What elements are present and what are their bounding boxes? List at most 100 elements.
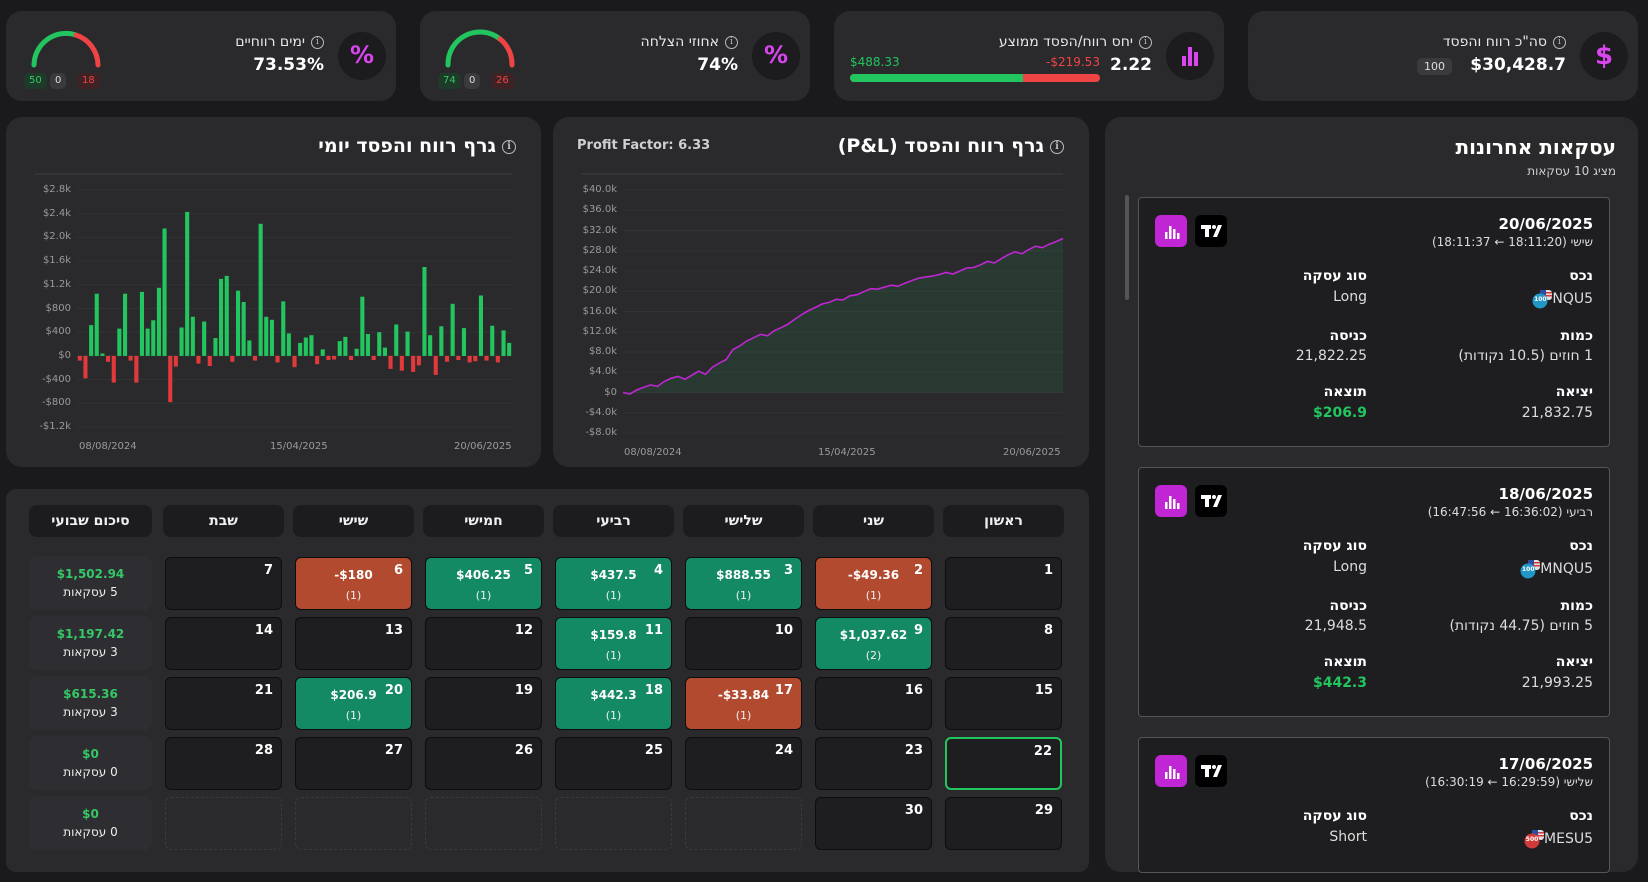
trade-card[interactable]: 18/06/2025 רביעי (16:36:02 ← 16:47:56) נכס… <box>1138 467 1610 717</box>
profit-bar[interactable] <box>501 330 506 356</box>
calendar-day[interactable]: 29 <box>945 797 1062 850</box>
loss-bar[interactable] <box>399 355 404 371</box>
profit-bar[interactable] <box>213 338 218 356</box>
profit-bar[interactable] <box>298 342 303 356</box>
calendar-day[interactable]: 23 <box>815 737 932 790</box>
profit-bar[interactable] <box>303 337 308 356</box>
calendar-day[interactable]: 13 <box>295 617 412 670</box>
calendar-day[interactable]: 6 -$180 (1) <box>295 557 412 610</box>
calendar-day[interactable]: 25 <box>555 737 672 790</box>
loss-bar[interactable] <box>106 355 111 362</box>
loss-bar[interactable] <box>411 355 416 372</box>
calendar-day[interactable]: 19 <box>425 677 542 730</box>
calendar-day[interactable]: 16 <box>815 677 932 730</box>
profit-bar[interactable] <box>309 335 314 356</box>
profit-bar[interactable] <box>360 296 365 356</box>
calendar-day[interactable]: 12 <box>425 617 542 670</box>
tradingview-button[interactable] <box>1195 755 1227 787</box>
calendar-day[interactable]: 5 $406.25 (1) <box>425 557 542 610</box>
profit-bar[interactable] <box>461 328 466 356</box>
info-icon[interactable]: i <box>1139 35 1152 49</box>
loss-bar[interactable] <box>168 355 173 403</box>
info-icon[interactable]: i <box>1050 139 1064 154</box>
calendar-day[interactable]: 30 <box>815 797 932 850</box>
calendar-day[interactable]: 2 -$49.36 (1) <box>815 557 932 610</box>
profit-bar[interactable] <box>179 327 184 356</box>
scrollbar[interactable] <box>1125 195 1129 300</box>
trade-chart-button[interactable] <box>1155 485 1187 517</box>
loss-bar[interactable] <box>349 355 354 360</box>
calendar-day[interactable]: 24 <box>685 737 802 790</box>
loss-bar[interactable] <box>111 355 116 383</box>
calendar-day[interactable]: 18 $442.3 (1) <box>555 677 672 730</box>
trade-card[interactable]: 17/06/2025 שלישי (16:29:59 ← 16:30:19) נכס… <box>1138 737 1610 873</box>
loss-bar[interactable] <box>77 355 82 361</box>
profit-bar[interactable] <box>123 293 128 356</box>
loss-bar[interactable] <box>230 355 235 362</box>
profit-bar[interactable] <box>247 340 252 356</box>
profit-bar[interactable] <box>269 319 274 356</box>
loss-bar[interactable] <box>484 355 489 361</box>
calendar-day[interactable]: 4 $437.5 (1) <box>555 557 672 610</box>
profit-bar[interactable] <box>117 328 122 356</box>
loss-bar[interactable] <box>326 355 331 360</box>
profit-bar[interactable] <box>422 267 427 356</box>
profit-bar[interactable] <box>139 291 144 356</box>
calendar-day[interactable]: 20 $206.9 (1) <box>295 677 412 730</box>
profit-bar[interactable] <box>219 278 224 356</box>
profit-bar[interactable] <box>478 295 483 356</box>
loss-bar[interactable] <box>275 355 280 363</box>
calendar-day[interactable]: 3 $888.55 (1) <box>685 557 802 610</box>
profit-bar[interactable] <box>202 321 207 356</box>
loss-bar[interactable] <box>456 355 461 360</box>
profit-bar[interactable] <box>320 349 325 356</box>
calendar-day[interactable]: 9 $1,037.62 (2) <box>815 617 932 670</box>
loss-bar[interactable] <box>196 355 201 364</box>
profit-bar[interactable] <box>394 324 399 356</box>
calendar-day[interactable]: 10 <box>685 617 802 670</box>
profit-bar[interactable] <box>190 316 195 356</box>
info-icon[interactable]: i <box>725 35 738 49</box>
loss-bar[interactable] <box>473 355 478 362</box>
profit-bar[interactable] <box>286 333 291 356</box>
profit-bar[interactable] <box>264 316 269 356</box>
loss-bar[interactable] <box>433 355 438 375</box>
profit-bar[interactable] <box>354 348 359 356</box>
profit-bar[interactable] <box>151 320 156 356</box>
profit-bar[interactable] <box>343 336 348 356</box>
loss-bar[interactable] <box>388 355 393 369</box>
tradingview-button[interactable] <box>1195 215 1227 247</box>
profit-bar[interactable] <box>365 334 370 356</box>
calendar-day[interactable]: 7 <box>165 557 282 610</box>
loss-bar[interactable] <box>371 355 376 360</box>
loss-bar[interactable] <box>315 355 320 365</box>
calendar-day[interactable]: 21 <box>165 677 282 730</box>
loss-bar[interactable] <box>128 355 133 361</box>
profit-bar[interactable] <box>156 287 161 356</box>
profit-bar[interactable] <box>507 342 512 356</box>
loss-bar[interactable] <box>445 355 450 362</box>
info-icon[interactable]: i <box>1553 35 1566 49</box>
profit-bar[interactable] <box>100 353 105 356</box>
info-icon[interactable]: i <box>502 139 516 154</box>
profit-bar[interactable] <box>89 325 94 356</box>
loss-bar[interactable] <box>416 355 421 366</box>
trade-chart-button[interactable] <box>1155 755 1187 787</box>
loss-bar[interactable] <box>332 355 337 360</box>
profit-bar[interactable] <box>405 331 410 356</box>
loss-bar[interactable] <box>83 355 88 379</box>
profit-bar[interactable] <box>185 211 190 356</box>
tradingview-button[interactable] <box>1195 485 1227 517</box>
calendar-day[interactable]: 26 <box>425 737 542 790</box>
profit-bar[interactable] <box>428 335 433 356</box>
profit-bar[interactable] <box>281 301 286 356</box>
profit-bar[interactable] <box>241 302 246 356</box>
trade-card[interactable]: 20/06/2025 שישי (18:11:20 ← 18:11:37) נכס ס… <box>1138 197 1610 447</box>
profit-bar[interactable] <box>450 303 455 356</box>
calendar-day[interactable]: 8 <box>945 617 1062 670</box>
calendar-day-today[interactable]: 22 <box>945 737 1062 790</box>
loss-bar[interactable] <box>173 355 178 367</box>
profit-bar[interactable] <box>236 290 241 356</box>
profit-bar[interactable] <box>337 341 342 356</box>
calendar-day[interactable]: 1 <box>945 557 1062 610</box>
